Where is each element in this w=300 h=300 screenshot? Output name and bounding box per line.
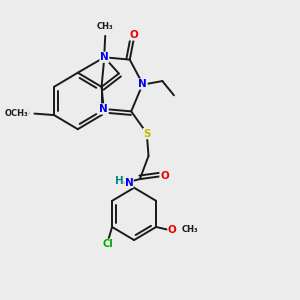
Text: CH₃: CH₃ — [97, 22, 113, 31]
Text: N: N — [99, 104, 108, 114]
Text: O: O — [168, 225, 176, 235]
Text: O: O — [160, 171, 169, 181]
Text: S: S — [143, 129, 151, 139]
Text: CH₃: CH₃ — [181, 226, 198, 235]
Text: Cl: Cl — [103, 239, 114, 249]
Text: N: N — [124, 178, 133, 188]
Text: OCH₃: OCH₃ — [5, 109, 28, 118]
Text: O: O — [21, 109, 29, 118]
Text: O: O — [130, 30, 139, 40]
Text: N: N — [138, 79, 147, 89]
Text: N: N — [100, 52, 109, 62]
Text: H: H — [115, 176, 123, 186]
